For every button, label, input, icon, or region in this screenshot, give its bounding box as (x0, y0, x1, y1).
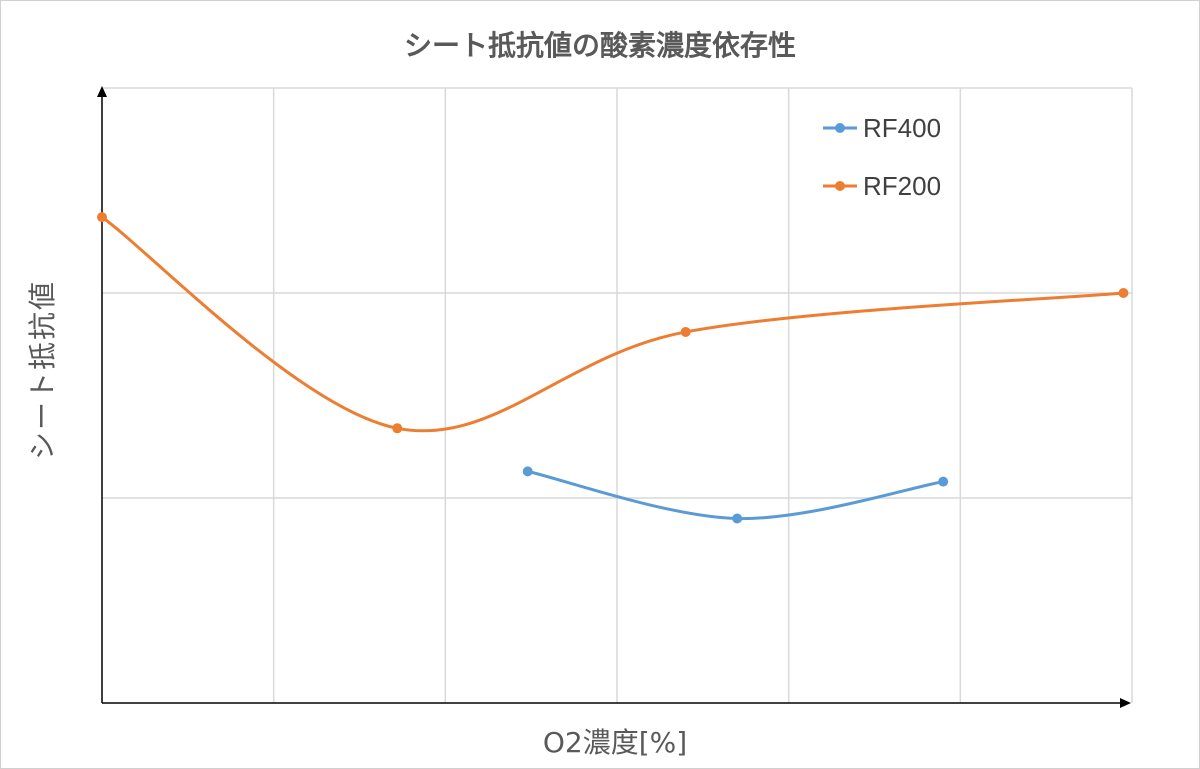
legend: RF400 RF200 (823, 113, 941, 201)
series-layer (97, 212, 1129, 524)
legend-item-rf400: RF400 (823, 113, 941, 143)
x-axis-arrow (1120, 698, 1131, 708)
y-axis-label: シート抵抗値 (26, 280, 59, 460)
legend-label-rf400: RF400 (863, 113, 941, 143)
data-point-rf200 (1118, 288, 1129, 298)
series-line-rf200 (100, 215, 1125, 433)
legend-item-rf200: RF200 (823, 171, 941, 201)
legend-swatch-marker (835, 181, 845, 191)
data-point-rf400 (732, 513, 743, 524)
series-rf400 (522, 466, 949, 524)
grid (102, 87, 1133, 703)
y-axis-arrow (97, 86, 107, 97)
legend-label-rf200: RF200 (863, 171, 941, 201)
data-point-rf400 (522, 466, 533, 477)
data-point-rf200 (97, 212, 107, 223)
data-point-rf200 (392, 423, 403, 434)
series-line-rf400 (526, 469, 945, 521)
series-rf200 (97, 212, 1129, 434)
chart-title: シート抵抗値の酸素濃度依存性 (404, 29, 796, 62)
data-point-rf400 (938, 476, 949, 487)
x-axis-label: O2濃度[%] (543, 726, 687, 759)
data-point-rf200 (680, 326, 691, 337)
legend-swatch-marker (835, 123, 845, 133)
